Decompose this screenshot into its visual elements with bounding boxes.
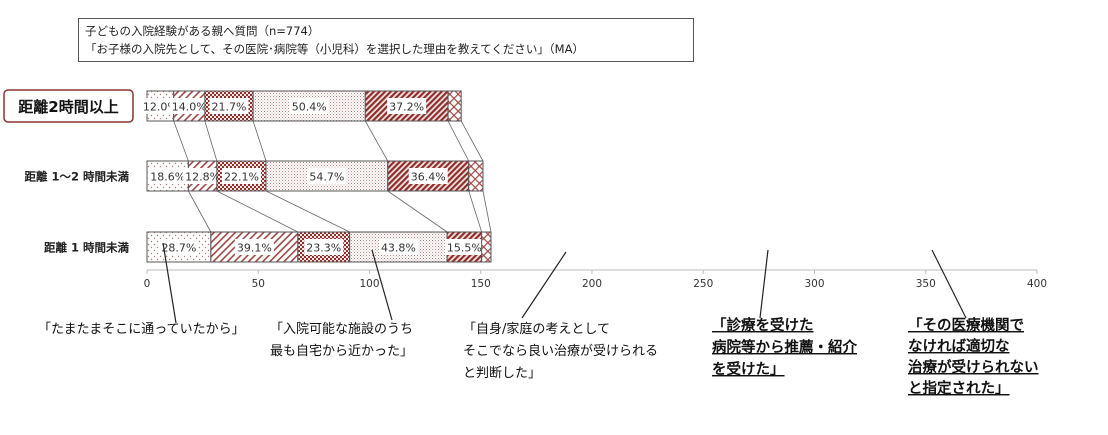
annotation-leader-line <box>759 249 769 319</box>
x-tick-label: 250 <box>693 278 713 290</box>
category-label: 距離2時間以上 <box>18 98 118 116</box>
connector-line <box>468 190 483 233</box>
annotation-text: 「入院可能な施設のうち <box>270 321 413 337</box>
annotation-text: と指定された」 <box>908 379 1010 397</box>
highlighted-category-frame <box>3 89 134 123</box>
connector-line <box>265 190 350 233</box>
data-label-bg <box>444 239 484 255</box>
x-axis: 0 50 100 150 200 250 300 350 400 <box>144 269 1047 290</box>
data-label: 23.3% <box>306 242 341 255</box>
connector-line <box>482 190 492 233</box>
connector-line <box>460 120 484 162</box>
data-label: 21.7% <box>212 101 247 114</box>
question-line-2: 「お子様の入院先として、その医院･病院等（小児科）を選択した理由を教えてください… <box>85 42 584 56</box>
data-label: 12.0% <box>143 101 178 114</box>
x-tick-label: 350 <box>916 278 936 290</box>
annotation-text: 「自身/家庭の考えとして <box>463 321 610 337</box>
connector-line <box>447 120 470 162</box>
data-label: 54.7% <box>309 171 344 184</box>
category-label: 距離 1 時間未満 <box>44 241 130 255</box>
connector-line <box>387 190 448 233</box>
annotation-text: 病院等から推薦・紹介 <box>712 338 857 356</box>
annotation-text: と判断した」 <box>463 366 541 381</box>
connector-line <box>252 120 267 162</box>
bar-segment <box>481 231 492 263</box>
bars-group: 12.0%14.0% 21.7% 50.4% 37.2% 18.6% 12.8% 22.1%… <box>140 90 492 263</box>
data-label-bg <box>234 239 274 255</box>
data-label: 22.1% <box>224 171 259 184</box>
x-tick-label: 100 <box>359 278 379 290</box>
data-label: 14.0% <box>172 101 207 114</box>
x-tick-label: 50 <box>252 278 265 290</box>
annotation-text: 最も自宅から近かった」 <box>270 344 413 359</box>
data-label-bg <box>221 168 261 184</box>
annotation-text: 「たまたまそこに通っていたから」 <box>38 322 245 337</box>
x-tick-label: 0 <box>144 278 151 290</box>
data-label-bg <box>289 98 329 114</box>
annotation-leader-line <box>371 249 393 321</box>
annotation-text: 「その医療機関で <box>908 316 1024 334</box>
data-label-bg <box>159 239 199 255</box>
annotation-text: 治療が受けられない <box>908 358 1039 376</box>
bar-segment <box>447 90 462 122</box>
annotation-text: 「診療を受けた <box>712 316 814 334</box>
category-label: 距離 1～2 時間未満 <box>24 170 129 184</box>
x-tick-label: 200 <box>582 278 602 290</box>
data-label-bg <box>304 239 344 255</box>
x-tick-label: 150 <box>471 278 491 290</box>
data-label: 39.1% <box>237 242 272 255</box>
annotation-text: なければ適切な <box>908 337 1010 355</box>
data-label-bg <box>408 168 448 184</box>
annotation-text: を受けた」 <box>712 360 785 378</box>
connector-line <box>204 120 218 162</box>
annotation-leader-line <box>931 249 967 319</box>
annotation-text: そこでなら良い治療が受けられる <box>463 343 658 359</box>
connector-line <box>216 190 299 233</box>
data-label-bg <box>307 168 347 184</box>
question-box: 子どもの入院経験がある親へ質問（n=774） 「お子様の入院先として、その医院･… <box>78 18 694 62</box>
connector-line <box>364 120 389 162</box>
data-label: 15.5% <box>447 242 482 255</box>
x-tick-label: 300 <box>804 278 824 290</box>
data-label-bg <box>183 168 223 184</box>
data-label: 37.2% <box>389 101 424 114</box>
question-line-1: 子どもの入院経験がある親へ質問（n=774） <box>85 24 320 38</box>
data-label: 36.4% <box>411 171 446 184</box>
data-label: 28.7% <box>161 242 196 255</box>
data-label: 18.6% <box>150 171 185 184</box>
data-label-bg <box>378 239 418 255</box>
data-label-bg <box>169 98 209 114</box>
data-label-bg <box>387 98 427 114</box>
connector-line <box>188 190 212 233</box>
data-label: 43.8% <box>381 242 416 255</box>
connector-line <box>173 120 189 162</box>
connector-lines <box>173 120 492 233</box>
annotation-leader-line <box>162 242 177 324</box>
data-label: 50.4% <box>292 101 327 114</box>
data-label-bg <box>148 168 188 184</box>
bar-segment <box>468 160 484 192</box>
annotation-leader-line <box>521 251 567 319</box>
data-label: 12.8% <box>185 171 220 184</box>
data-label-bg <box>209 98 249 114</box>
x-tick-label: 400 <box>1027 278 1047 290</box>
